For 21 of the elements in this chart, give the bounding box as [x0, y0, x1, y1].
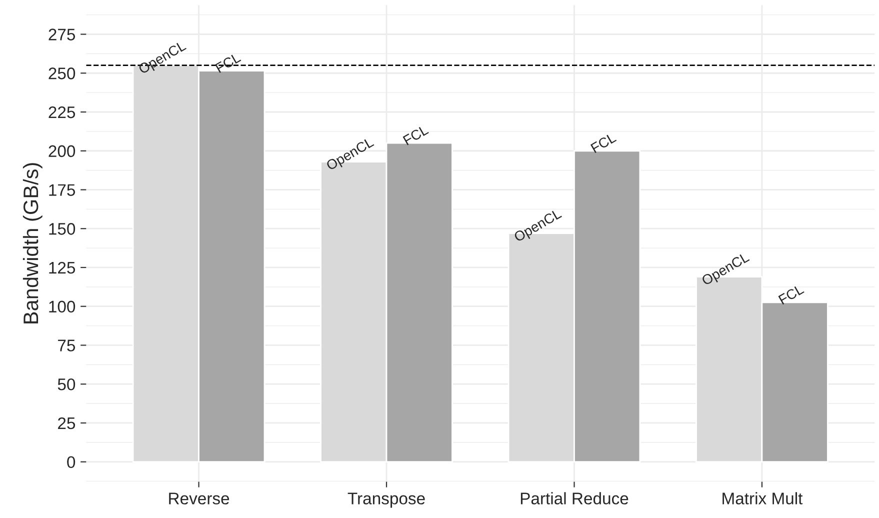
y-tick-label: 25	[58, 417, 76, 430]
text: FCL	[215, 52, 242, 73]
y-tick-label: 150	[49, 223, 76, 235]
y-tick-label: 100	[49, 300, 76, 313]
y-tick-label: 0	[67, 456, 76, 468]
y-tick-label: 200	[48, 145, 76, 158]
x-tick-label: Partial Reduce	[520, 492, 628, 504]
x-tick-label: Transpose	[348, 492, 425, 508]
text: FCL	[778, 284, 804, 305]
y-tick-label: 125	[49, 262, 76, 274]
y-tick-label: 175	[49, 184, 76, 196]
y-tick-label: 225	[48, 106, 76, 118]
x-tick-label: Matrix Mult	[722, 492, 803, 504]
text: FCL	[590, 132, 617, 153]
y-axis-title: Bandwidth (GB/s)	[22, 163, 42, 324]
y-tick-label: 275	[48, 28, 76, 40]
y-tick-label: 75	[58, 340, 76, 352]
x-tick-label: Reverse	[169, 492, 230, 504]
y-tick-label: 50	[58, 378, 76, 390]
y-tick-label: 250	[48, 68, 76, 80]
text: FCL	[402, 124, 429, 146]
